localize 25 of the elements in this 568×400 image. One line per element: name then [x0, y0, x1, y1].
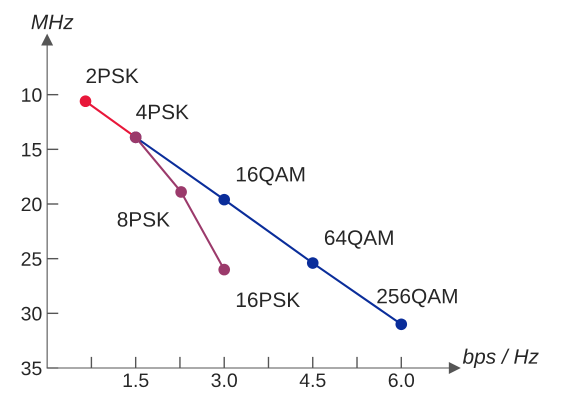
y-axis-title: MHz	[31, 14, 74, 30]
point	[218, 264, 230, 276]
annotation: 4PSK	[136, 104, 189, 120]
annotation: 8PSK	[118, 212, 170, 227]
text: 3.0	[211, 373, 237, 388]
y-tick-label: 30	[21, 306, 42, 321]
x-tick-label: 1.5	[124, 374, 148, 388]
point	[395, 318, 408, 330]
point	[80, 95, 92, 108]
x-tick-label: 4.5	[300, 374, 326, 388]
annotation: 64QAM	[324, 230, 393, 249]
point	[175, 186, 187, 198]
annotation: 16PSK	[236, 292, 300, 308]
y-tick-label: 25	[22, 252, 42, 266]
annotation: 2PSK	[86, 68, 139, 84]
point	[218, 194, 230, 206]
y-tick-label: 20	[22, 197, 42, 212]
text: 6.0	[388, 373, 414, 388]
y-tick-label: 15	[22, 143, 42, 157]
x-axis-title: bps / Hz	[462, 348, 539, 368]
y-tick-label: 10	[22, 88, 42, 102]
point	[306, 257, 319, 269]
y-tick-label: 35	[21, 361, 42, 376]
annotation: 16QAM	[236, 166, 304, 186]
annotation: 256QAM	[377, 288, 457, 308]
